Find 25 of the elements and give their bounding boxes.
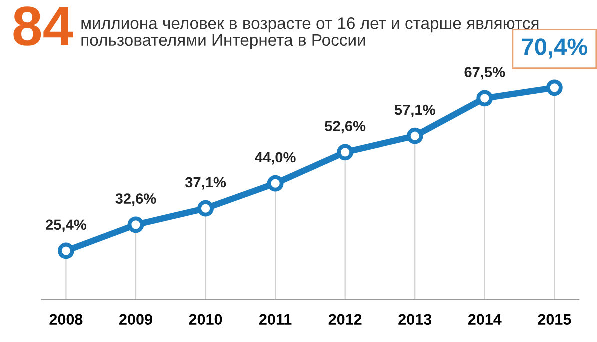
data-label: 70,4% [522,38,588,59]
point [406,128,424,144]
data-label: 44,0% [255,152,296,165]
chart-title: 84 [14,6,74,46]
data-label: 37,1% [185,177,226,190]
data-label: 57,1% [394,104,436,118]
x-tick-label: 2008 [50,314,83,326]
data-label: 25,4% [46,220,87,232]
x-tick-label: 2010 [189,314,222,326]
point [337,144,354,161]
data-label: 52,6% [325,121,366,134]
point [128,216,144,234]
point [267,175,284,192]
data-label: 32,6% [116,194,156,206]
x-tick-label: 2009 [120,314,152,326]
point [198,200,214,217]
x-tick-label: 2011 [260,314,292,326]
point [546,80,563,96]
point [58,242,74,260]
data-label: 67,5% [464,67,506,80]
x-tick-label: 2014 [468,314,502,326]
x-tick-label: 2013 [398,314,432,326]
point [476,90,494,107]
x-tick-label: 2015 [538,314,572,326]
x-tick-label: 2012 [328,314,362,326]
